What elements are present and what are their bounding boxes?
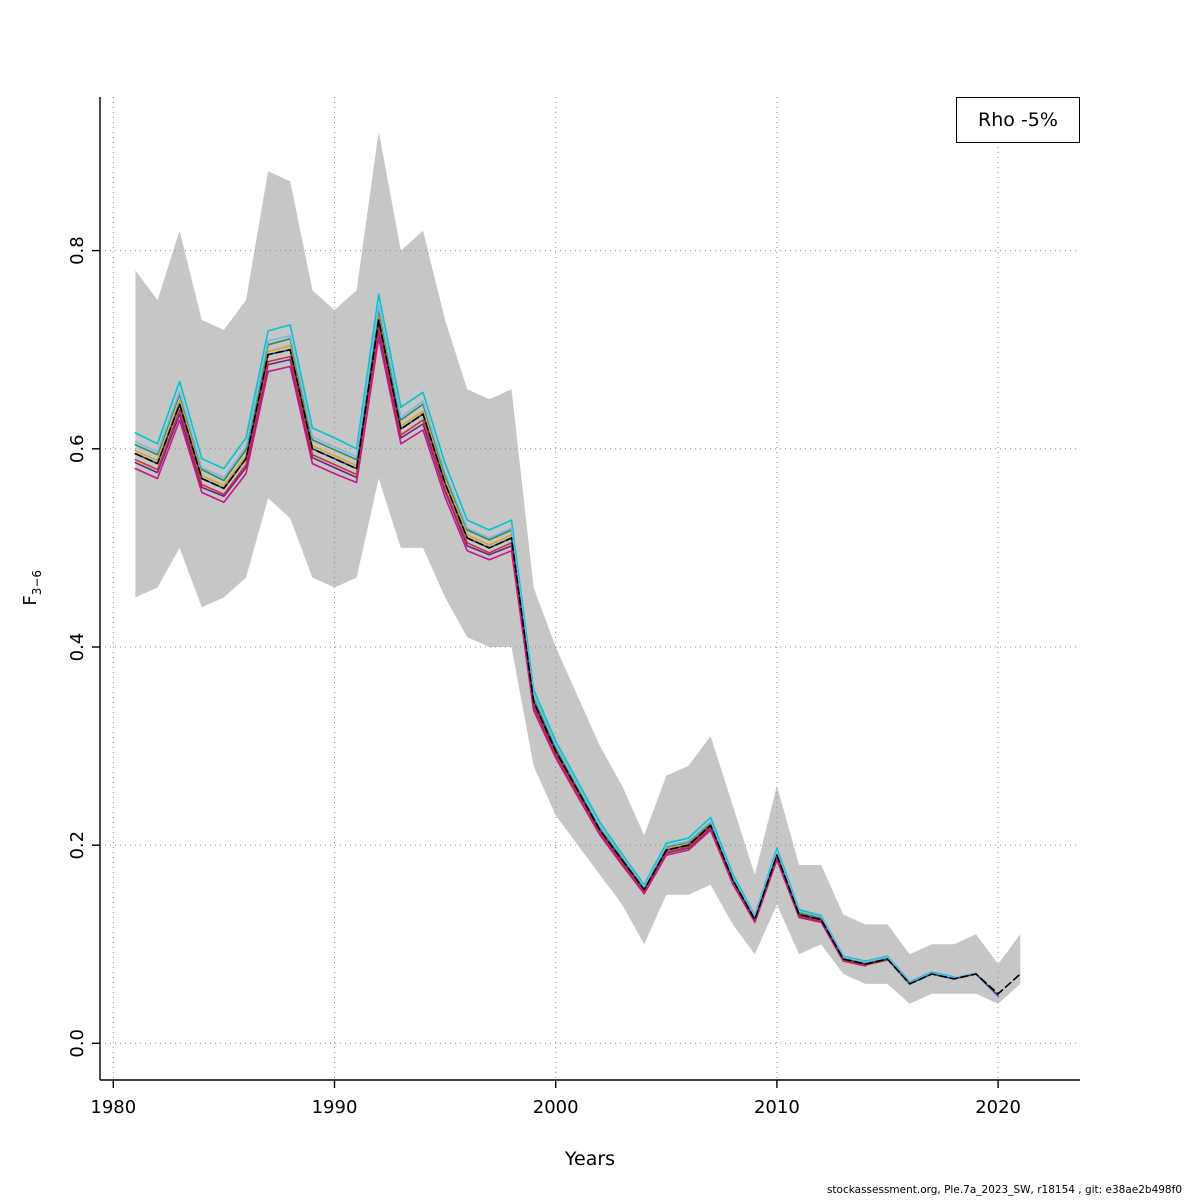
y-tick-label: 0.2 (67, 831, 88, 860)
legend-label: Rho -5% (978, 109, 1058, 131)
retro-peel-2019 (134, 304, 977, 984)
y-tick-label: 0.8 (67, 236, 88, 265)
retro-peel-2018 (134, 293, 955, 983)
x-tick-label: 1980 (90, 1097, 136, 1118)
y-tick-label: 0.4 (67, 633, 88, 662)
y-tick-label: 0.0 (67, 1029, 88, 1058)
footer-citation: stockassessment.org, Ple.7a_2023_SW, r18… (826, 1184, 1182, 1196)
y-axis-title-main: F (20, 595, 42, 606)
x-axis-title: Years (564, 1148, 616, 1170)
x-tick-label: 2010 (754, 1097, 800, 1118)
confidence-band (135, 131, 1021, 1004)
y-axis-title-sub: 3−6 (29, 569, 44, 596)
legend-box: Rho -5% (956, 97, 1080, 143)
x-tick-label: 2020 (975, 1097, 1021, 1118)
y-axis-title: F3−6 (20, 528, 44, 648)
x-tick-label: 2000 (533, 1097, 579, 1118)
retro-peel-2014 (134, 336, 867, 967)
y-tick-label: 0.6 (67, 434, 88, 463)
x-tick-label: 1990 (312, 1097, 358, 1118)
final-assessment-2023 (134, 319, 1022, 995)
